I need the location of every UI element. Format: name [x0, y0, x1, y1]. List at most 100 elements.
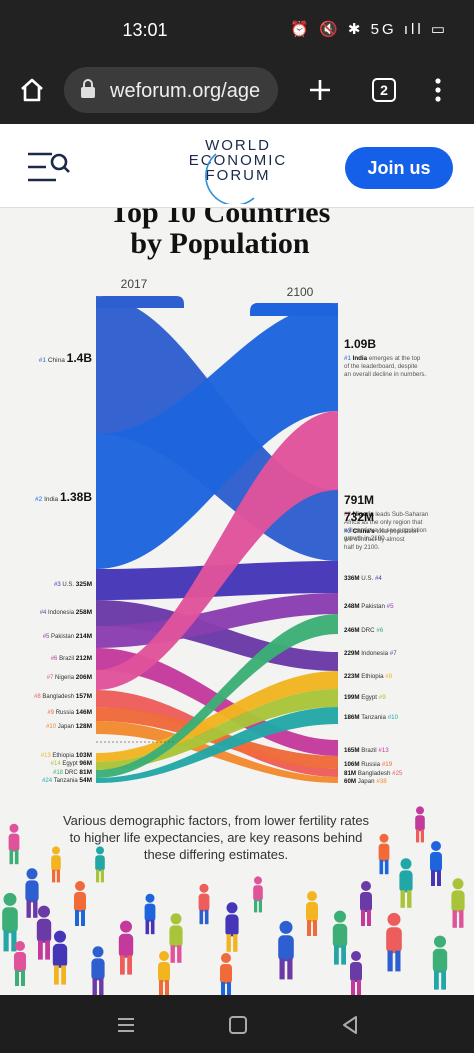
label-country: Egypt	[361, 694, 379, 701]
right-value-nigeria: 791M	[344, 493, 374, 507]
label-country: DRC	[361, 627, 376, 634]
person-figure	[415, 806, 425, 843]
right-label-indonesia: 229M Indonesia #7	[344, 650, 397, 657]
label-rank: #5	[43, 634, 51, 640]
right-desc-line: an overall decline in numbers.	[344, 371, 426, 378]
label-rank: #2	[344, 511, 353, 518]
flow-band-egypt	[96, 689, 338, 770]
label-country: DRC	[65, 770, 80, 776]
logo-line: WORLD	[205, 137, 271, 154]
menu-search-button[interactable]	[26, 150, 70, 184]
person-figure	[278, 920, 294, 980]
label-value: 223M	[344, 673, 361, 680]
label-country: Russia	[56, 710, 76, 716]
label-country: Tanzania	[361, 714, 388, 721]
logo-line: FORUM	[205, 167, 271, 184]
label-country: Indonesia	[48, 610, 76, 616]
label-rank: #24	[42, 778, 54, 784]
left-label-us: #3 U.S. 325M	[54, 581, 92, 588]
label-value: 146M	[76, 709, 92, 716]
label-value: 157M	[76, 693, 92, 700]
person-figure	[432, 935, 448, 990]
logo-arc-icon	[205, 153, 255, 204]
label-rank: #6	[51, 656, 59, 662]
tabs-button[interactable]: 2	[366, 72, 402, 108]
address-bar[interactable]: weforum.org/age	[64, 67, 278, 113]
label-rank: #6	[376, 627, 383, 634]
label-rank: #13	[378, 747, 389, 754]
right-label-us: 336M U.S. #4	[344, 575, 382, 582]
person-figure	[14, 941, 26, 986]
system-nav-bar	[0, 995, 474, 1053]
plus-icon	[310, 80, 330, 100]
left-label-china: #1 China 1.4B	[39, 351, 93, 365]
person-figure	[360, 881, 372, 926]
label-desc: emerges at the top	[369, 355, 421, 362]
label-country: Brazil	[59, 656, 76, 662]
label-value: 246M	[344, 627, 361, 634]
left-label-tanzania: #24 Tanzania 54M	[42, 777, 92, 784]
left-label-indonesia: #4 Indonesia 258M	[40, 609, 92, 616]
person-figure	[36, 905, 52, 960]
flow-band-pakistan	[96, 593, 338, 648]
person-figure	[74, 881, 86, 926]
article-content: Top 10 Countries by Population 2017 2100…	[0, 208, 474, 995]
label-country: Egypt	[62, 761, 79, 767]
label-rank: #9	[379, 694, 386, 701]
home-nav-icon[interactable]	[226, 1013, 250, 1037]
caption-line: these differing estimates.	[144, 847, 288, 862]
label-rank: #25	[392, 770, 403, 777]
person-figure	[386, 912, 402, 972]
person-figure	[144, 893, 156, 935]
left-label-nigeria: #7 Nigeria 206M	[47, 674, 92, 681]
home-button[interactable]	[14, 72, 50, 108]
label-country: Pakistan	[51, 634, 76, 640]
label-value: 81M	[79, 769, 92, 776]
left-label-japan: #10 Japan 128M	[46, 723, 92, 730]
menu-search-icon	[28, 152, 70, 182]
join-us-button[interactable]: Join us	[345, 147, 453, 189]
caption-line: to higher life expectancies, are key rea…	[70, 830, 363, 845]
label-desc: leads Sub-Saharan	[375, 511, 429, 518]
label-rank: #9	[47, 710, 55, 716]
label-rank: #4	[375, 575, 382, 582]
year-2100-label: 2100	[287, 285, 314, 299]
person-figure	[91, 946, 105, 995]
recent-apps-icon[interactable]	[114, 1013, 138, 1037]
person-figure	[51, 846, 61, 883]
person-figure	[350, 951, 362, 995]
browser-menu-button[interactable]	[420, 72, 456, 108]
right-desc-india: #1 India emerges at the top	[344, 355, 421, 362]
people-illustration	[2, 806, 465, 995]
label-country: Nigeria	[55, 675, 76, 681]
person-figure	[8, 823, 20, 865]
label-country: Japan	[358, 778, 377, 785]
new-tab-button[interactable]	[302, 72, 338, 108]
label-rank: #19	[382, 761, 393, 768]
flow-band-india	[96, 303, 338, 569]
left-label-brazil: #6 Brazil 212M	[51, 655, 92, 662]
right-value-india: 1.09B	[344, 337, 376, 351]
label-desc: total population	[376, 528, 419, 535]
person-figure	[198, 883, 210, 925]
right-value-china: 732M	[344, 510, 374, 524]
right-desc-line: of the leaderboard, despite	[344, 363, 418, 370]
back-nav-icon[interactable]	[338, 1013, 362, 1037]
person-figure	[451, 878, 465, 928]
label-value: 106M	[344, 761, 361, 768]
more-vert-icon	[435, 78, 441, 102]
label-rank: #5	[387, 603, 394, 610]
person-figure	[25, 868, 39, 918]
label-rank: #4	[40, 610, 48, 616]
label-value: 248M	[344, 603, 361, 610]
label-rank: #13	[41, 753, 53, 759]
person-figure	[378, 833, 390, 875]
wef-logo[interactable]: WORLD ECONOMIC FORUM	[178, 137, 298, 204]
label-country: China's	[353, 528, 377, 535]
label-value: 1.4B	[67, 351, 93, 365]
flow-band-ethiopia	[96, 671, 338, 762]
right-label-bangladesh: 81M Bangladesh #25	[344, 770, 403, 777]
right-desc-line: growth in 2100.	[344, 535, 387, 542]
caption-line: Various demographic factors, from lower …	[63, 813, 370, 828]
person-figure	[220, 953, 232, 995]
